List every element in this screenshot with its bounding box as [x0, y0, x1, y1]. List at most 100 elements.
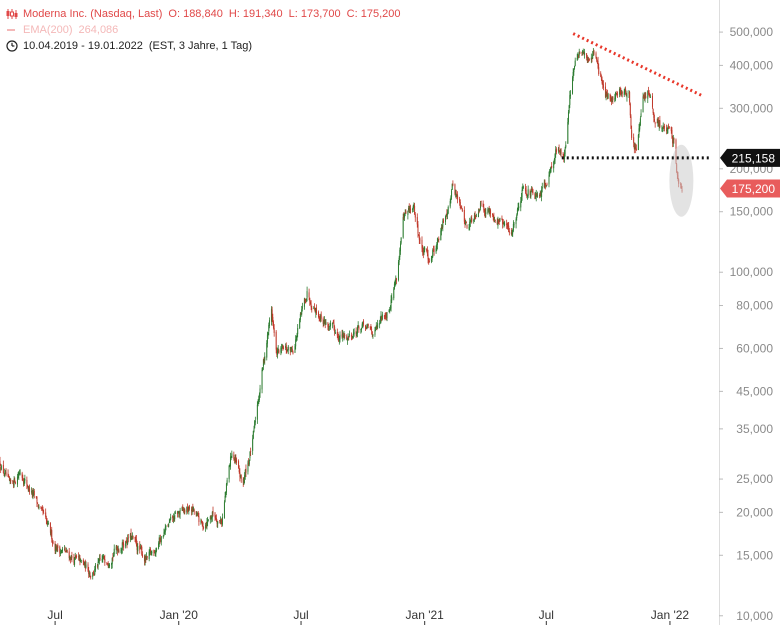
candle-body — [172, 516, 174, 520]
price-axis[interactable]: 500,000400,000300,000200,000150,000100,0… — [719, 25, 773, 623]
candle — [229, 452, 231, 470]
candle-body — [443, 219, 444, 223]
candle-body — [507, 225, 509, 227]
candle — [558, 144, 560, 152]
candle-body — [662, 126, 664, 128]
candle-body — [139, 545, 141, 550]
candle — [662, 122, 664, 132]
candle-body — [40, 507, 42, 509]
candle-body — [254, 420, 256, 423]
level-badge[interactable]: 215,158 — [720, 148, 780, 167]
candle — [516, 207, 518, 216]
candle — [332, 319, 334, 324]
candle-body — [136, 544, 138, 550]
candle-body — [659, 120, 661, 128]
candle-body — [186, 507, 188, 513]
candle-body — [197, 512, 199, 514]
candle-body — [5, 472, 7, 475]
candle-body — [154, 552, 156, 554]
candle — [516, 213, 518, 221]
candle — [132, 535, 134, 540]
candle-body — [524, 187, 526, 192]
candle-body — [301, 309, 303, 315]
candle — [419, 237, 421, 245]
candle-body — [258, 398, 260, 404]
candle-body — [14, 482, 16, 484]
candle-body — [2, 464, 4, 474]
candle — [309, 300, 311, 305]
candle — [66, 547, 68, 553]
candle-body — [661, 127, 663, 129]
candle-body — [654, 122, 656, 124]
candle — [440, 224, 442, 236]
candle — [59, 545, 61, 557]
candle — [371, 331, 373, 338]
candle — [473, 212, 475, 222]
legend-ema-row[interactable]: EMA(200) 264,086 — [6, 22, 407, 38]
candle-body — [388, 310, 390, 312]
candle-body — [526, 195, 528, 198]
candle — [606, 89, 608, 97]
candle-body — [145, 558, 147, 560]
candle — [88, 566, 90, 578]
candle — [2, 460, 4, 474]
candle-body — [596, 58, 598, 61]
candle — [633, 133, 635, 148]
candle-body — [563, 153, 565, 160]
candle-body — [508, 231, 510, 233]
candlestick-icon — [6, 9, 18, 19]
candle-body — [235, 457, 237, 461]
candle-body — [318, 312, 320, 317]
candle — [586, 55, 588, 64]
candle-body — [602, 82, 604, 85]
time-axis[interactable]: Jul Jan '20 Jul Jan '21 Jul Jan '22 — [47, 608, 689, 625]
candle-body — [46, 519, 48, 525]
candle — [478, 208, 480, 214]
candle-body — [494, 220, 496, 222]
candle — [652, 108, 654, 115]
candle — [659, 115, 661, 129]
candle — [12, 480, 14, 489]
candle — [314, 307, 316, 313]
candle-body — [278, 350, 280, 353]
candle — [672, 135, 674, 148]
candle-body — [558, 147, 560, 152]
candle — [605, 91, 607, 101]
candle — [371, 326, 373, 335]
candle-body — [666, 127, 668, 132]
legend-date-row[interactable]: 10.04.2019 - 19.01.2022 (EST, 3 Jahre, 1… — [6, 38, 407, 54]
candle — [443, 218, 444, 224]
candle — [530, 190, 532, 200]
candle-body — [626, 93, 628, 98]
candle-body — [120, 550, 122, 552]
candle-body — [51, 530, 53, 539]
candle-body — [512, 230, 514, 234]
candle-body — [503, 222, 505, 225]
candle-body — [512, 224, 514, 231]
candle — [356, 325, 358, 338]
candle-body — [664, 126, 666, 128]
candle — [154, 550, 156, 554]
candle — [555, 147, 557, 155]
candle — [28, 485, 30, 493]
candle-body — [469, 220, 471, 223]
candle-body — [9, 480, 11, 481]
last-price-badge[interactable]: 175,200 — [720, 179, 780, 198]
candle-body — [460, 207, 462, 209]
resistance-trendline[interactable] — [572, 32, 705, 98]
candle — [240, 474, 242, 483]
candle — [23, 478, 25, 486]
candle — [0, 456, 1, 466]
candle — [379, 316, 381, 324]
candle-body — [440, 227, 442, 232]
candle-body — [18, 472, 20, 475]
candle-body — [588, 59, 590, 61]
candle — [286, 347, 288, 354]
candle — [207, 516, 209, 527]
legend-instrument-row[interactable]: Moderna Inc. (Nasdaq, Last) O: 188,840 H… — [6, 6, 407, 22]
candle — [187, 506, 189, 512]
candle-body — [380, 315, 382, 320]
candle-body — [358, 326, 360, 330]
candle-body — [215, 517, 217, 521]
